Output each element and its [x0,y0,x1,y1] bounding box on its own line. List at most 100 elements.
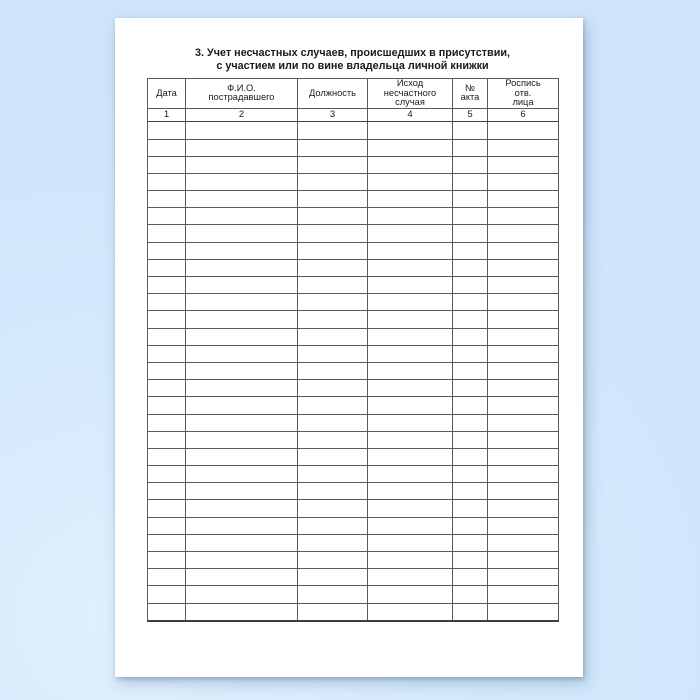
table-cell-empty [185,258,298,278]
table-row [147,465,559,484]
table-cell-empty [452,533,488,553]
table-cell-empty [147,533,186,553]
table-cell-empty [297,275,368,295]
table-cell-empty [367,413,453,432]
table-cell-empty [297,379,368,398]
table-cell-empty [367,533,453,553]
table-cell-empty [452,430,488,449]
table-cell-empty [297,585,368,604]
document-page: 3. Учет несчастных случаев, происшедших … [115,18,583,677]
table-cell-empty [185,568,298,587]
table-cell-empty [297,465,368,484]
table-cell-empty [147,138,186,157]
table-cell-empty [452,379,488,398]
table-cell-empty [185,121,298,140]
column-number-6: 6 [487,108,559,123]
table-cell-empty [452,224,488,243]
table-cell-empty [185,172,298,192]
table-cell-empty [185,379,298,398]
table-cell-empty [147,516,186,535]
table-cell-empty [367,310,453,329]
table-cell-empty [452,499,488,518]
table-cell-empty [452,172,488,192]
table-cell-empty [147,361,186,381]
table-cell-empty [147,482,186,501]
table-row [147,310,559,329]
table-cell-empty [185,190,298,209]
table-cell-empty [147,430,186,449]
table-cell-empty [147,224,186,243]
table-cell-empty [452,155,488,174]
table-cell-empty [297,258,368,278]
table-cell-empty [147,172,186,192]
table-cell-empty [452,121,488,140]
table-cell-empty [185,499,298,518]
table-cell-empty [185,550,298,570]
table-cell-empty [487,413,559,432]
table-cell-empty [297,361,368,381]
table-cell-empty [147,344,186,363]
table-cell-empty [297,413,368,432]
table-cell-empty [147,293,186,312]
table-body [147,121,559,622]
column-number-4: 4 [367,108,453,123]
table-cell-empty [487,344,559,363]
table-cell-empty [297,430,368,449]
table-cell-empty [452,310,488,329]
table-cell-empty [147,190,186,209]
page-title-line-1: 3. Учет несчастных случаев, происшедших … [195,47,510,59]
table-row [147,499,559,518]
table-cell-empty [487,172,559,192]
header-row: Дата Ф.И.О. пострадавшего Должность Исхо… [147,77,559,110]
table-cell-empty [452,447,488,467]
table-cell-empty [487,327,559,346]
table-cell-empty [487,533,559,553]
table-cell-empty [487,516,559,535]
table-cell-empty [185,465,298,484]
table-cell-empty [487,207,559,226]
table-cell-empty [147,121,186,140]
table-cell-empty [452,327,488,346]
table-cell-empty [185,585,298,604]
table-cell-empty [367,396,453,415]
table-cell-empty [487,190,559,209]
table-cell-empty [452,482,488,501]
table-row [147,224,559,243]
table-cell-empty [297,293,368,312]
table-cell-empty [487,138,559,157]
table-cell-empty [185,293,298,312]
table-cell-empty [147,585,186,604]
table-cell-empty [297,224,368,243]
table-cell-empty [487,121,559,140]
table-cell-empty [367,482,453,501]
table-cell-empty [487,396,559,415]
table-cell-empty [185,224,298,243]
table-cell-empty [185,602,298,622]
table-cell-empty [452,293,488,312]
table-row [147,550,559,570]
table-cell-empty [367,499,453,518]
table-cell-empty [297,516,368,535]
table-cell-empty [487,293,559,312]
table-cell-empty [452,413,488,432]
table-row [147,447,559,467]
table-cell-empty [297,550,368,570]
table-row [147,121,559,140]
table-cell-empty [185,482,298,501]
table-cell-empty [185,207,298,226]
table-row [147,533,559,553]
table-cell-empty [367,155,453,174]
table-cell-empty [452,516,488,535]
table-cell-empty [452,207,488,226]
table-cell-empty [185,327,298,346]
table-header: Дата Ф.И.О. пострадавшего Должность Исхо… [147,77,559,123]
table-row [147,344,559,363]
table-cell-empty [452,190,488,209]
table-cell-empty [452,138,488,157]
table-cell-empty [147,447,186,467]
table-cell-empty [367,516,453,535]
table-cell-empty [452,396,488,415]
table-cell-empty [367,275,453,295]
table-cell-empty [367,258,453,278]
table-cell-empty [367,293,453,312]
